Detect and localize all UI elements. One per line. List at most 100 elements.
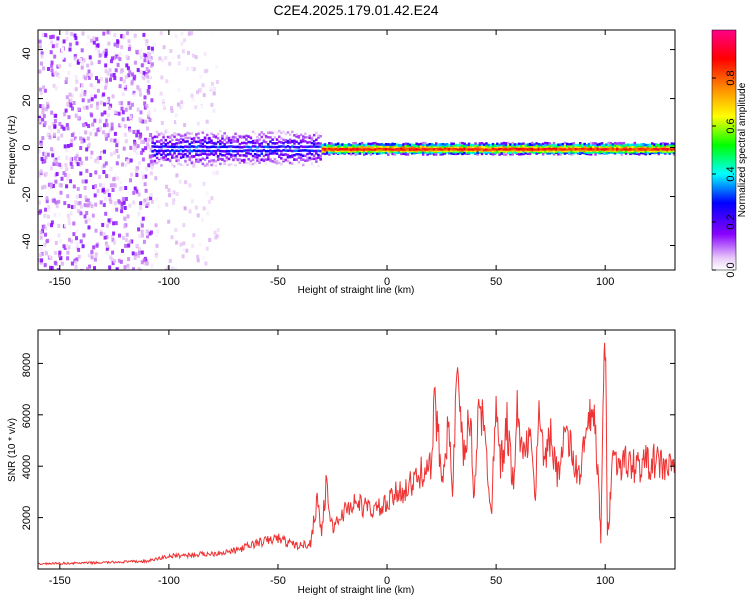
heatmap-cell — [57, 233, 61, 238]
heatmap-cell — [102, 50, 106, 55]
heatmap-cell — [565, 144, 569, 148]
heatmap-cell — [374, 141, 377, 145]
heatmap-cell — [173, 165, 176, 168]
heatmap-cell — [585, 144, 589, 147]
heatmap-cell — [137, 227, 141, 232]
heatmap-cell — [465, 145, 469, 149]
heatmap-cell — [86, 198, 90, 203]
heatmap-cell — [164, 158, 167, 161]
heatmap-cell — [288, 138, 292, 141]
heatmap-cell — [387, 153, 390, 156]
heatmap-cell — [572, 150, 575, 154]
heatmap-cell — [111, 238, 115, 243]
heatmap-cell — [119, 69, 123, 74]
heatmap-cell — [347, 143, 351, 146]
heatmap-cell — [419, 148, 423, 151]
heatmap-cell — [644, 151, 647, 154]
heatmap-cell — [332, 152, 335, 155]
heatmap-cell — [135, 189, 139, 194]
heatmap-cell — [284, 145, 287, 149]
heatmap-cell — [249, 163, 253, 166]
heatmap-cell — [39, 120, 43, 125]
heatmap-cell — [65, 167, 69, 172]
heatmap-cell — [139, 70, 143, 74]
heatmap-cell — [661, 144, 665, 147]
heatmap-cell — [397, 151, 401, 154]
heatmap-cell — [130, 72, 134, 77]
heatmap-cell — [142, 76, 146, 81]
heatmap-cell — [472, 145, 475, 149]
heatmap-cell — [363, 143, 366, 147]
heatmap-cell — [520, 147, 523, 150]
heatmap-cell — [528, 145, 532, 148]
heatmap-cell — [666, 144, 669, 148]
heatmap-cell — [126, 66, 130, 71]
heatmap-cell — [400, 147, 403, 150]
heatmap-cell — [81, 179, 85, 184]
heatmap-cell — [552, 150, 556, 153]
heatmap-cell — [52, 83, 56, 88]
heatmap-cell — [56, 136, 60, 141]
heatmap-cell — [208, 138, 211, 141]
heatmap-cell — [278, 140, 281, 144]
heatmap-cell — [148, 74, 152, 79]
heatmap-cell — [101, 165, 105, 170]
heatmap-cell — [47, 67, 50, 71]
heatmap-cell — [50, 40, 54, 45]
heatmap-cell — [172, 198, 176, 203]
heatmap-cell — [214, 164, 218, 167]
heatmap-cell — [631, 148, 634, 151]
heatmap-cell — [190, 66, 194, 71]
heatmap-cell — [123, 124, 127, 129]
heatmap-cell — [113, 55, 116, 60]
heatmap-cell — [158, 145, 161, 149]
heatmap-cell — [144, 146, 148, 151]
heatmap-cell — [121, 196, 125, 201]
heatmap-cell — [155, 145, 159, 148]
heatmap-cell — [104, 196, 108, 201]
heatmap-cell — [154, 223, 158, 228]
heatmap-cell — [89, 173, 93, 177]
heatmap-cell — [315, 157, 318, 160]
heatmap-cell — [570, 144, 573, 148]
heatmap-cell — [302, 154, 305, 157]
heatmap-cell — [380, 145, 383, 148]
heatmap-cell — [94, 158, 98, 163]
heatmap-cell — [600, 145, 604, 149]
heatmap-cell — [345, 148, 349, 151]
heatmap-cell — [76, 209, 80, 213]
heatmap-cell — [44, 226, 47, 231]
heatmap-cell — [666, 148, 669, 151]
heatmap-cell — [124, 197, 128, 201]
heatmap-cell — [321, 149, 325, 153]
heatmap-cell — [275, 131, 279, 135]
heatmap-cell — [118, 51, 122, 56]
heatmap-cell — [581, 149, 584, 153]
heatmap-cell — [84, 130, 88, 135]
heatmap-cell — [504, 146, 508, 150]
heatmap-cell — [563, 148, 567, 151]
heatmap-cell — [269, 140, 272, 143]
heatmap-cell — [225, 156, 229, 159]
heatmap-cell — [150, 230, 153, 235]
heatmap-cell — [168, 193, 172, 198]
heatmap-cell — [87, 142, 91, 147]
heatmap-cell — [476, 146, 479, 149]
heatmap-cell — [343, 148, 346, 151]
heatmap-cell — [395, 151, 399, 154]
heatmap-cell — [38, 44, 42, 49]
heatmap-cell — [478, 148, 482, 151]
heatmap-cell — [55, 151, 59, 156]
heatmap-cell — [39, 260, 43, 265]
heatmap-cell — [38, 258, 41, 263]
heatmap-cell — [73, 239, 77, 244]
heatmap-cell — [570, 142, 573, 146]
heatmap-cell — [315, 131, 318, 134]
heatmap-cell — [541, 153, 545, 156]
heatmap-cell — [339, 149, 342, 153]
heatmap-cell — [550, 151, 554, 155]
heatmap-cell — [142, 239, 146, 244]
heatmap-cell — [264, 158, 268, 161]
heatmap-cell — [570, 148, 573, 151]
heatmap-cell — [225, 145, 229, 149]
